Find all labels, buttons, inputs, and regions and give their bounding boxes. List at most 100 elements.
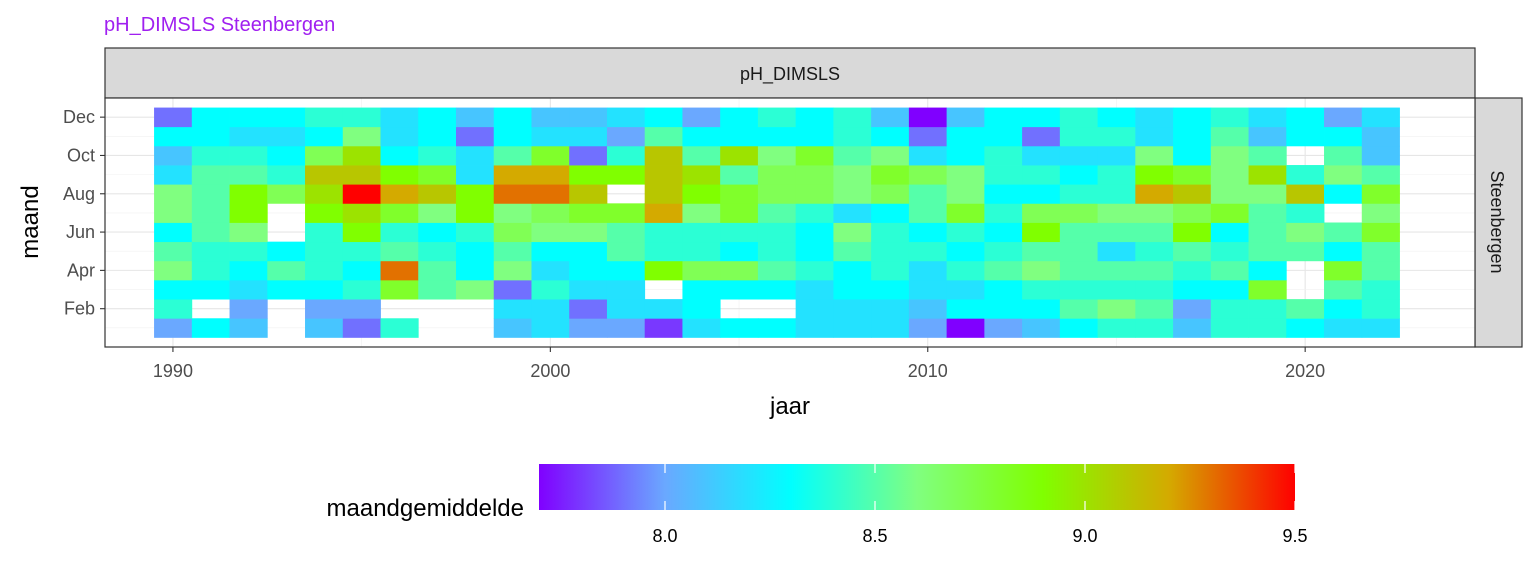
heatmap-cell [305,126,344,147]
heatmap-cell [1135,145,1174,166]
heatmap-cell [1022,299,1061,319]
heatmap-cell [305,203,344,223]
heatmap-cell [984,126,1023,147]
heatmap-cell [757,126,797,147]
heatmap-cell [493,279,532,300]
heatmap-cell [1286,318,1325,338]
heatmap-cell [305,222,344,243]
facet-strip-right-label: Steenbergen [1487,170,1507,273]
heatmap-cell [1135,260,1174,281]
heatmap-cell [1248,165,1287,185]
heatmap-cell [305,318,344,338]
heatmap-cell [569,107,608,128]
heatmap-cell [908,145,948,166]
heatmap-cell [908,107,948,128]
heatmap-cell [946,222,985,243]
heatmap-cell [229,318,268,338]
heatmap-cell [455,184,495,204]
heatmap-cell [1248,145,1287,166]
heatmap-cell [1059,203,1098,223]
heatmap-cell [795,299,834,319]
heatmap-cell [455,203,495,223]
heatmap-cell [493,299,532,319]
heatmap-cell [757,279,797,300]
heatmap-cell [1173,203,1212,223]
facet-strip-top-label: pH_DIMSLS [740,64,840,85]
heatmap-cell [1248,279,1287,300]
heatmap-cell [984,222,1023,243]
heatmap-cell [946,165,985,185]
heatmap-cell [154,203,193,223]
heatmap-cell [455,107,495,128]
heatmap-cell [908,203,948,223]
heatmap-cell [1324,318,1363,338]
heatmap-cell [833,318,872,338]
heatmap-cell [1286,107,1325,128]
heatmap-cell [267,279,306,300]
heatmap-cell [342,203,381,223]
heatmap-cell [191,165,230,185]
heatmap-cell [682,279,721,300]
heatmap-cell [720,107,759,128]
heatmap-cell [908,318,948,338]
heatmap-cell [871,222,910,243]
heatmap-cell [1248,126,1287,147]
heatmap-cell [1361,241,1400,262]
heatmap-cell [682,318,721,338]
heatmap-cell [1210,126,1249,147]
heatmap-cell [1135,222,1174,243]
heatmap-cell [1135,126,1174,147]
heatmap-cell [267,184,306,204]
heatmap-cell [342,184,381,204]
heatmap-cell [720,165,759,185]
heatmap-cell [1173,145,1212,166]
heatmap-cell [191,318,230,338]
heatmap-cell [984,260,1023,281]
heatmap-cell [531,107,570,128]
x-tick-label: 2020 [1285,361,1325,381]
y-tick-label: Feb [64,299,95,319]
heatmap-cell [1059,241,1098,262]
heatmap-cell [267,107,306,128]
heatmap-cell [1022,260,1061,281]
heatmap-cell [1361,318,1400,338]
heatmap-cell [1210,145,1249,166]
heatmap-cell [380,222,419,243]
heatmap-cell [380,165,419,185]
heatmap-cell [795,165,834,185]
heatmap-cell [833,145,872,166]
heatmap-cell [644,222,683,243]
heatmap-cell [342,126,381,147]
heatmap-cell [1022,318,1061,338]
facet-strip-right [1474,97,1523,348]
plot-panel-border [104,97,1476,348]
heatmap-cell [154,165,193,185]
heatmap-cell [1135,279,1174,300]
heatmap-cell [984,279,1023,300]
heatmap-cell [1135,165,1174,185]
heatmap-cell [1135,184,1174,204]
heatmap-cell [569,145,608,166]
heatmap-cell [267,165,306,185]
heatmap-cell [380,260,419,281]
heatmap-cell [1059,260,1098,281]
heatmap-cell [908,184,948,204]
heatmap-cell [1173,107,1212,128]
heatmap-cell [418,126,457,147]
y-tick-label: Aug [63,184,95,204]
heatmap-cell [757,260,797,281]
heatmap-cell [1248,203,1287,223]
heatmap-cell [644,241,683,262]
heatmap-cell [229,145,268,166]
heatmap-cell [833,126,872,147]
heatmap-cell [720,241,759,262]
heatmap-cell [455,145,495,166]
heatmap-cell [1361,279,1400,300]
heatmap-cell [267,145,306,166]
heatmap-cell [569,184,608,204]
heatmap-cell [795,126,834,147]
heatmap-cell [380,241,419,262]
heatmap-cell [1059,107,1098,128]
heatmap-cell [1173,279,1212,300]
